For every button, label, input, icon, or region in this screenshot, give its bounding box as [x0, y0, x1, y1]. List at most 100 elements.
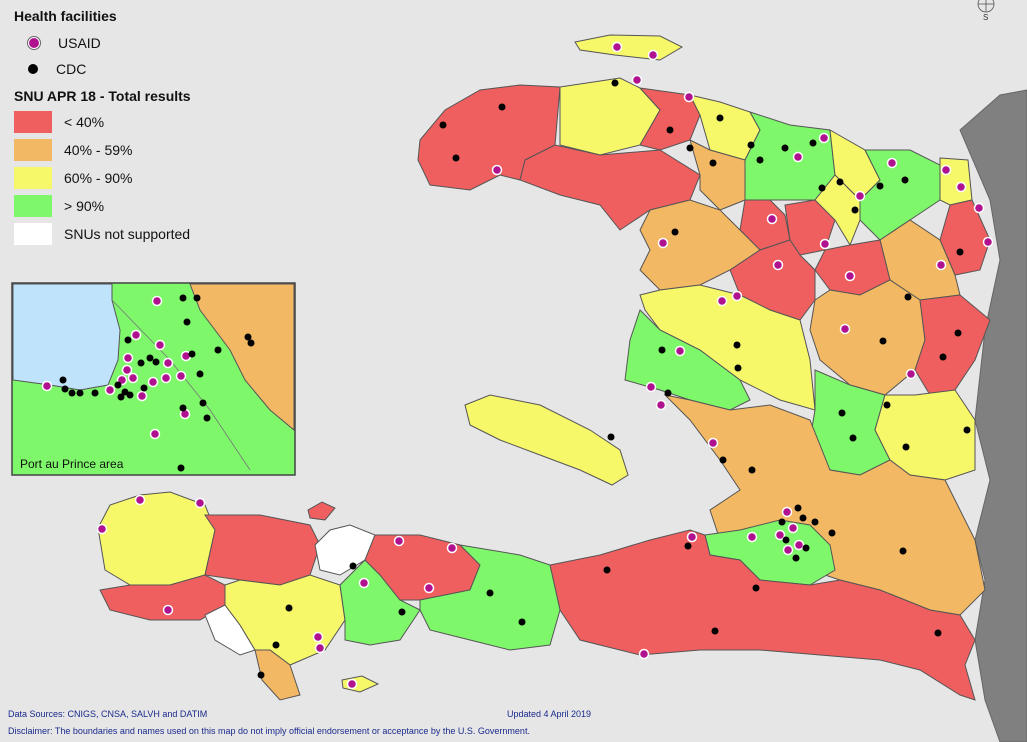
inset-usaid[interactable]: [130, 329, 142, 341]
usaid-facility[interactable]: [96, 523, 108, 535]
cdc-facility[interactable]: [782, 536, 790, 544]
inset-cdc[interactable]: [124, 336, 132, 344]
usaid-facility[interactable]: [955, 181, 967, 193]
cdc-facility[interactable]: [611, 79, 619, 87]
usaid-facility[interactable]: [446, 542, 458, 554]
cdc-facility[interactable]: [272, 641, 280, 649]
inset-cdc[interactable]: [68, 389, 76, 397]
usaid-facility[interactable]: [194, 497, 206, 509]
usaid-facility[interactable]: [854, 190, 866, 202]
inset-usaid[interactable]: [41, 380, 53, 392]
usaid-facility[interactable]: [638, 648, 650, 660]
cdc-facility[interactable]: [899, 547, 907, 555]
inset-usaid[interactable]: [127, 372, 139, 384]
usaid-facility[interactable]: [707, 437, 719, 449]
cdc-facility[interactable]: [934, 629, 942, 637]
cdc-facility[interactable]: [883, 401, 891, 409]
inset-cdc[interactable]: [199, 399, 207, 407]
inset-cdc[interactable]: [59, 376, 67, 384]
usaid-facility[interactable]: [781, 506, 793, 518]
inset-cdc[interactable]: [76, 389, 84, 397]
cdc-facility[interactable]: [734, 364, 742, 372]
inset-cdc[interactable]: [179, 404, 187, 412]
inset-cdc[interactable]: [188, 350, 196, 358]
cdc-facility[interactable]: [719, 456, 727, 464]
inset-usaid[interactable]: [160, 372, 172, 384]
cdc-facility[interactable]: [956, 248, 964, 256]
usaid-facility[interactable]: [818, 132, 830, 144]
usaid-facility[interactable]: [940, 164, 952, 176]
cdc-facility[interactable]: [794, 504, 802, 512]
usaid-facility[interactable]: [647, 49, 659, 61]
usaid-facility[interactable]: [766, 213, 778, 225]
cdc-facility[interactable]: [486, 589, 494, 597]
usaid-facility[interactable]: [358, 577, 370, 589]
inset-cdc[interactable]: [183, 318, 191, 326]
cdc-facility[interactable]: [809, 139, 817, 147]
cdc-facility[interactable]: [607, 433, 615, 441]
cdc-facility[interactable]: [902, 443, 910, 451]
inset-cdc[interactable]: [196, 370, 204, 378]
cdc-facility[interactable]: [756, 156, 764, 164]
inset-cdc[interactable]: [179, 294, 187, 302]
cdc-facility[interactable]: [518, 618, 526, 626]
cdc-facility[interactable]: [828, 529, 836, 537]
usaid-facility[interactable]: [162, 604, 174, 616]
usaid-facility[interactable]: [312, 631, 324, 643]
inset-cdc[interactable]: [146, 354, 154, 362]
inset-cdc[interactable]: [61, 385, 69, 393]
inset-usaid[interactable]: [136, 390, 148, 402]
usaid-facility[interactable]: [905, 368, 917, 380]
usaid-facility[interactable]: [683, 91, 695, 103]
cdc-facility[interactable]: [802, 544, 810, 552]
cdc-facility[interactable]: [939, 353, 947, 361]
usaid-facility[interactable]: [839, 323, 851, 335]
inset-cdc[interactable]: [140, 384, 148, 392]
cdc-facility[interactable]: [879, 337, 887, 345]
usaid-facility[interactable]: [746, 531, 758, 543]
usaid-facility[interactable]: [674, 345, 686, 357]
cdc-facility[interactable]: [778, 518, 786, 526]
cdc-facility[interactable]: [711, 627, 719, 635]
cdc-facility[interactable]: [671, 228, 679, 236]
cdc-facility[interactable]: [733, 341, 741, 349]
cdc-facility[interactable]: [904, 293, 912, 301]
inset-cdc[interactable]: [214, 346, 222, 354]
inset-usaid[interactable]: [104, 384, 116, 396]
inset-cdc[interactable]: [247, 339, 255, 347]
cdc-facility[interactable]: [285, 604, 293, 612]
inset-usaid[interactable]: [121, 364, 133, 376]
usaid-facility[interactable]: [631, 74, 643, 86]
usaid-facility[interactable]: [819, 238, 831, 250]
usaid-facility[interactable]: [844, 270, 856, 282]
cdc-facility[interactable]: [664, 389, 672, 397]
cdc-facility[interactable]: [709, 159, 717, 167]
usaid-facility[interactable]: [491, 164, 503, 176]
usaid-facility[interactable]: [886, 157, 898, 169]
cdc-facility[interactable]: [452, 154, 460, 162]
inset-usaid[interactable]: [175, 370, 187, 382]
inset-cdc[interactable]: [126, 391, 134, 399]
inset-cdc[interactable]: [91, 389, 99, 397]
cdc-facility[interactable]: [257, 671, 265, 679]
inset-cdc[interactable]: [244, 333, 252, 341]
usaid-facility[interactable]: [716, 295, 728, 307]
inset-usaid[interactable]: [162, 357, 174, 369]
usaid-facility[interactable]: [782, 544, 794, 556]
usaid-facility[interactable]: [787, 522, 799, 534]
cdc-facility[interactable]: [954, 329, 962, 337]
cdc-facility[interactable]: [748, 466, 756, 474]
inset-cdc[interactable]: [152, 358, 160, 366]
usaid-facility[interactable]: [772, 259, 784, 271]
usaid-facility[interactable]: [774, 529, 786, 541]
inset-cdc[interactable]: [193, 294, 201, 302]
cdc-facility[interactable]: [876, 182, 884, 190]
cdc-facility[interactable]: [498, 103, 506, 111]
cdc-facility[interactable]: [439, 121, 447, 129]
inset-cdc[interactable]: [117, 393, 125, 401]
usaid-facility[interactable]: [314, 642, 326, 654]
usaid-facility[interactable]: [973, 202, 985, 214]
usaid-facility[interactable]: [393, 535, 405, 547]
inset-usaid[interactable]: [154, 339, 166, 351]
cdc-facility[interactable]: [818, 184, 826, 192]
